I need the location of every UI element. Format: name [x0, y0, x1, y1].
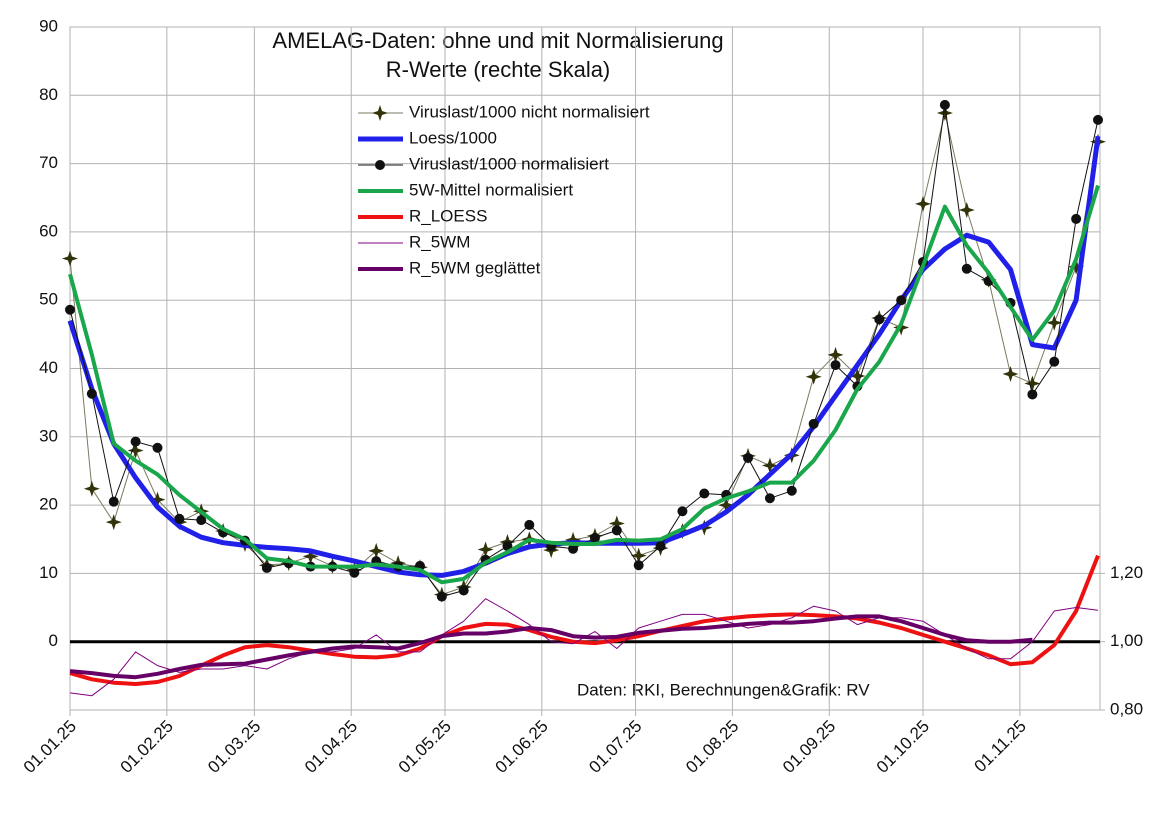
- star-marker: [83, 480, 100, 497]
- dot-marker: [65, 304, 75, 315]
- y-tick-label: 10: [39, 563, 58, 582]
- y-tick-label: 20: [39, 495, 58, 514]
- dot-marker: [786, 485, 797, 496]
- x-tick-label: 01.01.25: [20, 717, 80, 777]
- series-line: [69, 104, 1099, 598]
- dot-marker: [1027, 389, 1038, 400]
- star-marker: [368, 542, 385, 559]
- y-tick-label: 40: [39, 358, 58, 377]
- legend-label: R_LOESS: [409, 206, 487, 225]
- dot-marker: [568, 543, 579, 554]
- dot-marker: [174, 513, 185, 524]
- star-marker: [805, 368, 822, 385]
- y2-tick-label: 1,20: [1110, 563, 1143, 582]
- series-line: [67, 135, 1101, 578]
- legend-label: R_5WM: [409, 232, 470, 251]
- legend-label: Loess/1000: [409, 128, 497, 147]
- legend-marker: [372, 105, 388, 121]
- dot-marker: [896, 295, 907, 306]
- dot-marker: [699, 488, 710, 499]
- x-tick-label: 01.06.25: [492, 717, 552, 777]
- legend-label: 5W-Mittel normalisiert: [409, 180, 573, 199]
- x-tick-label: 01.10.25: [873, 717, 933, 777]
- y-tick-label: 90: [39, 16, 58, 35]
- star-marker: [936, 105, 953, 122]
- star-marker: [1068, 258, 1085, 275]
- dot-marker: [1049, 356, 1060, 367]
- series-line: [69, 614, 1033, 680]
- dot-marker: [808, 418, 819, 429]
- star-marker: [62, 250, 78, 267]
- dot-marker: [130, 436, 141, 447]
- dot-marker: [961, 263, 972, 274]
- x-tick-label: 01.04.25: [301, 717, 361, 777]
- dot-marker: [633, 560, 644, 571]
- dot-marker: [349, 567, 360, 578]
- dot-marker: [261, 562, 272, 573]
- y-tick-label: 50: [39, 290, 58, 309]
- star-marker: [630, 547, 647, 564]
- x-tick-label: 01.02.25: [117, 717, 177, 777]
- star-marker: [827, 346, 844, 363]
- annotation: Daten: RKI, Berechnungen&Grafik: RV: [577, 680, 870, 699]
- star-marker: [958, 202, 975, 219]
- star-marker: [718, 497, 735, 514]
- series-line: [68, 184, 1100, 585]
- y2-tick-label: 0,80: [1110, 699, 1143, 718]
- x-tick-label: 01.08.25: [682, 717, 742, 777]
- star-marker: [149, 491, 166, 508]
- star-marker: [477, 541, 494, 558]
- y-tick-label: 70: [39, 153, 58, 172]
- legend-marker: [375, 160, 385, 170]
- x-tick-label: 01.09.25: [779, 717, 839, 777]
- star-marker: [608, 515, 625, 532]
- legend-label: R_5WM geglättet: [409, 258, 541, 277]
- y-tick-label: 30: [39, 426, 58, 445]
- x-tick-label: 01.03.25: [204, 717, 264, 777]
- star-marker: [1002, 365, 1019, 382]
- series-line: [69, 112, 1099, 596]
- star-marker: [127, 442, 144, 459]
- star-marker: [1046, 314, 1063, 331]
- x-tick-label: 01.07.25: [585, 717, 645, 777]
- star-marker: [302, 548, 319, 565]
- dot-marker: [830, 360, 841, 371]
- series-line: [69, 554, 1100, 686]
- star-marker: [849, 368, 866, 385]
- dot-marker: [458, 585, 469, 596]
- dot-marker: [589, 532, 600, 543]
- star-marker: [915, 195, 932, 212]
- chart-subtitle: R-Werte (rechte Skala): [386, 57, 611, 82]
- dot-marker: [524, 519, 535, 530]
- dot-marker: [743, 452, 754, 463]
- y-tick-label: 80: [39, 85, 58, 104]
- dot-marker: [611, 525, 622, 536]
- chart-title: AMELAG-Daten: ohne und mit Normalisierun…: [272, 28, 723, 53]
- y-tick-label: 60: [39, 221, 58, 240]
- dot-marker: [764, 493, 775, 504]
- star-marker: [565, 531, 582, 548]
- legend-label: Viruslast/1000 nicht normalisiert: [409, 102, 650, 121]
- dot-marker: [86, 388, 97, 399]
- x-tick-label: 01.05.25: [395, 717, 455, 777]
- y2-tick-label: 1,00: [1110, 631, 1143, 650]
- legend-label: Viruslast/1000 normalisiert: [409, 154, 609, 173]
- x-tick-label: 01.11.25: [971, 717, 1030, 776]
- dot-marker: [1071, 213, 1082, 224]
- star-marker: [761, 457, 778, 474]
- dot-marker: [108, 496, 119, 507]
- dot-marker: [939, 99, 950, 110]
- dot-marker: [152, 442, 163, 453]
- dot-marker: [196, 515, 207, 526]
- star-marker: [105, 514, 122, 531]
- dot-marker: [677, 506, 688, 517]
- y-tick-label: 0: [49, 631, 58, 650]
- star-marker: [1024, 375, 1041, 392]
- dot-marker: [655, 541, 666, 552]
- dot-marker: [874, 314, 885, 325]
- dot-marker: [436, 591, 447, 602]
- dot-marker: [1093, 114, 1103, 125]
